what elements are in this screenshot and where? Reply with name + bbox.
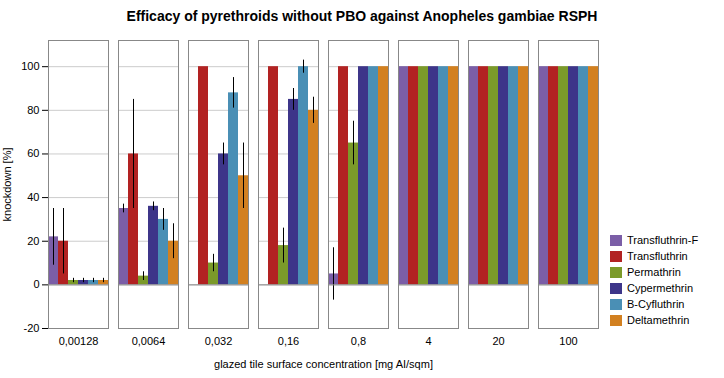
html-text:Efficacy of pyrethroids withou: Efficacy of pyrethroids without PBO agai… (126, 8, 598, 24)
svg-text:glazed tile surface concentrat: glazed tile surface concentration [mg AI… (214, 358, 433, 370)
html-text:Transfluthrin-F: Transfluthrin-F (627, 234, 699, 246)
svg-text:4: 4 (425, 335, 431, 347)
svg-text:20: 20 (27, 235, 39, 247)
svg-text:40: 40 (27, 191, 39, 203)
svg-text:0,16: 0,16 (278, 335, 299, 347)
svg-text:0,032: 0,032 (205, 335, 233, 347)
svg-text:100: 100 (21, 60, 39, 72)
svg-text:-20: -20 (24, 322, 40, 334)
html-text:Cypermethrin: Cypermethrin (627, 282, 693, 294)
svg-text:80: 80 (27, 104, 39, 116)
html-text:Transfluthrin: Transfluthrin (627, 250, 688, 262)
svg-text:0,8: 0,8 (351, 335, 366, 347)
svg-text:20: 20 (492, 335, 504, 347)
html-text:Permathrin: Permathrin (627, 266, 681, 278)
svg-text:60: 60 (27, 147, 39, 159)
html-text:B-Cyfluthrin: B-Cyfluthrin (627, 298, 685, 310)
svg-text:knockdown [%]: knockdown [%] (1, 148, 13, 222)
svg-text:0,00128: 0,00128 (59, 335, 99, 347)
html-text:Deltamethrin: Deltamethrin (627, 314, 690, 326)
svg-text:0: 0 (33, 278, 39, 290)
svg-text:0,0064: 0,0064 (132, 335, 166, 347)
svg-text:100: 100 (559, 335, 577, 347)
